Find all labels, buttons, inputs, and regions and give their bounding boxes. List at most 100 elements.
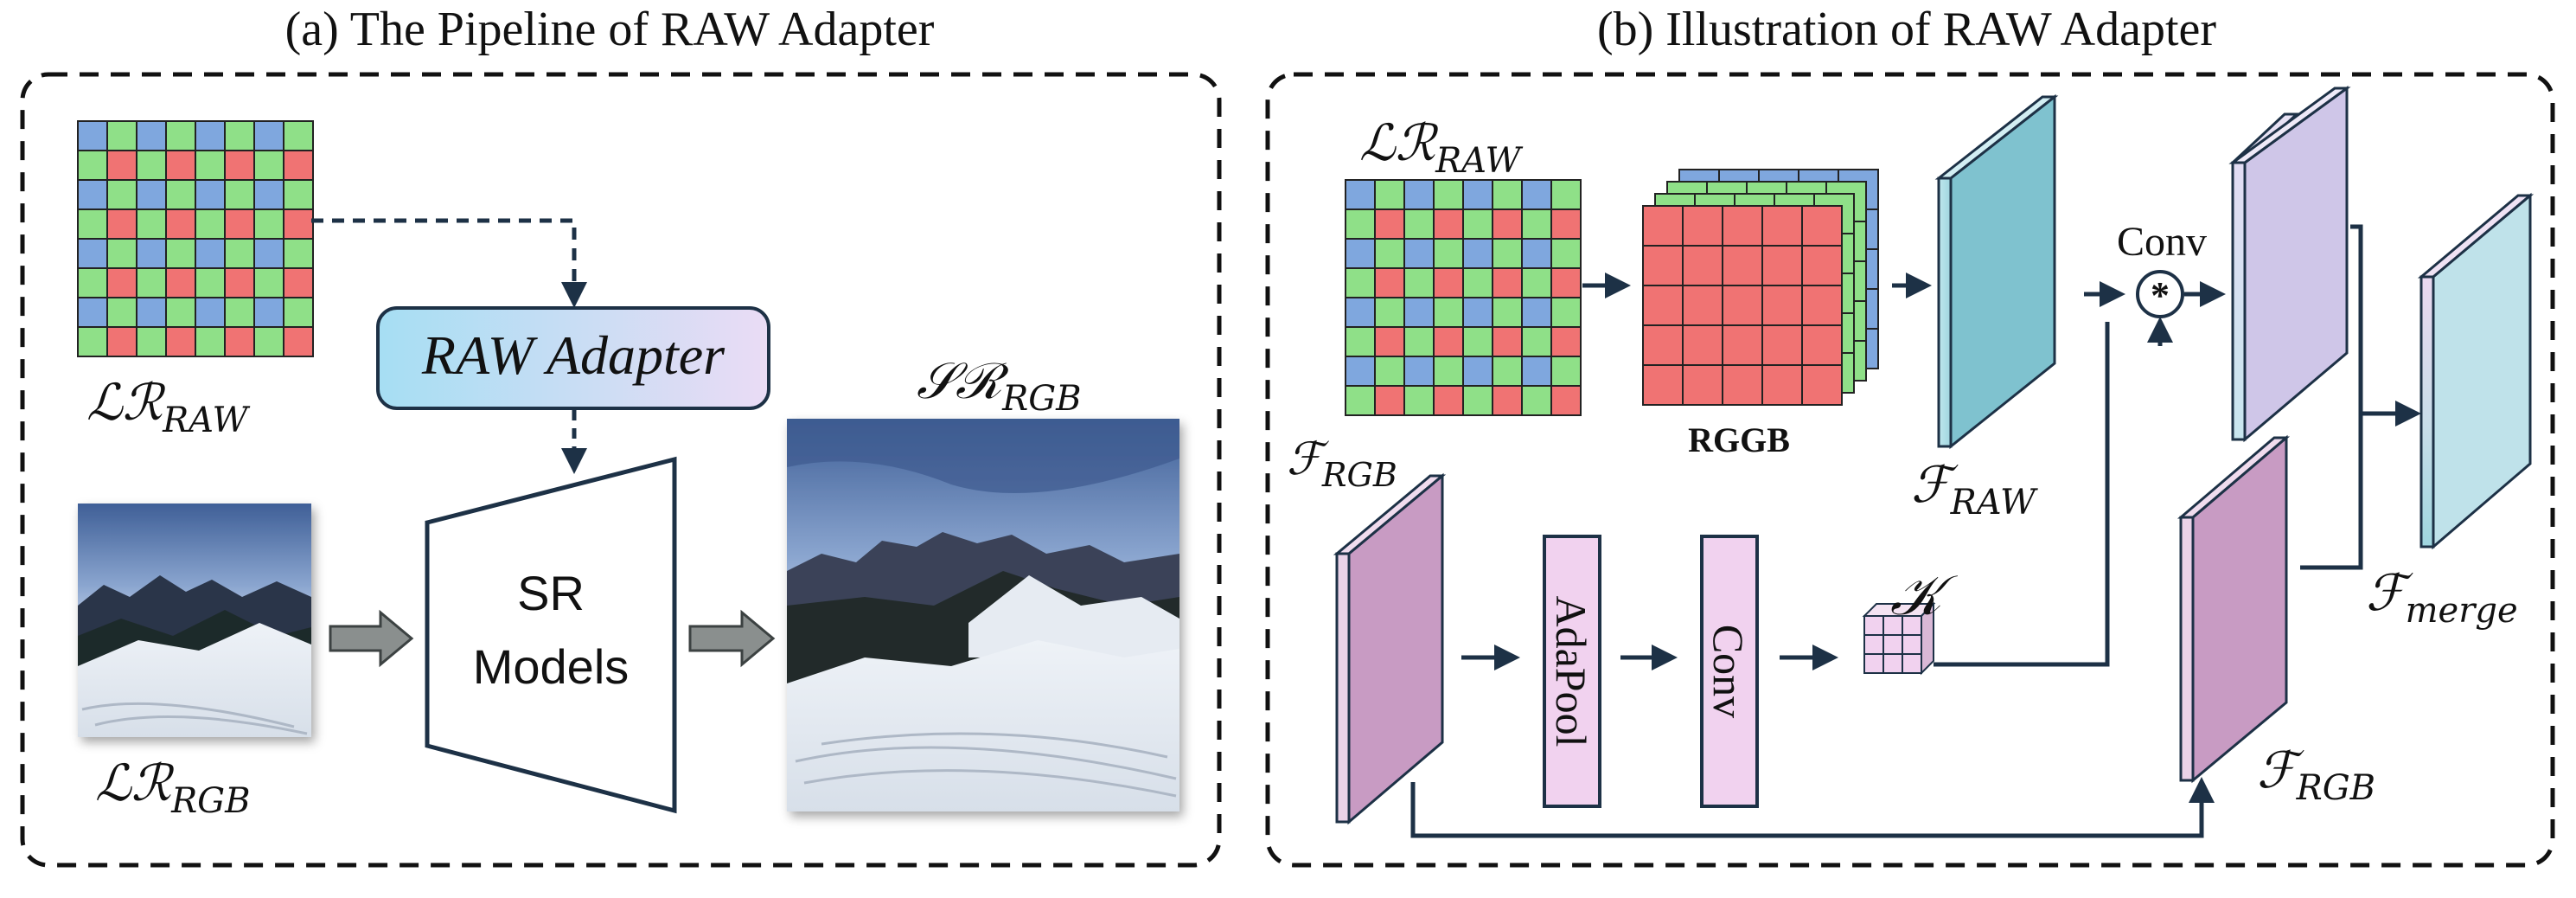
bayer-cell — [1521, 267, 1552, 298]
f-raw-feature — [1934, 93, 2059, 450]
bayer-cell — [1433, 326, 1464, 357]
f-merge-label: ℱmerge — [2366, 563, 2518, 631]
bayer-cell — [195, 208, 226, 240]
bayer-cell — [1521, 297, 1552, 328]
bayer-cell — [283, 297, 314, 328]
bayer-cell — [136, 267, 167, 298]
kernel-cube — [1862, 601, 1936, 676]
bayer-cell — [195, 179, 226, 210]
bayer-cell — [136, 208, 167, 240]
bayer-cell — [283, 179, 314, 210]
bayer-cell — [253, 326, 284, 357]
raw-to-adapter-arrow — [311, 218, 587, 308]
bayer-cell — [1462, 208, 1493, 240]
bayer-cell — [106, 120, 137, 151]
bayer-cell — [253, 297, 284, 328]
bayer-cell — [1550, 326, 1582, 357]
bayer-cell — [77, 150, 108, 181]
lower-to-merge-path — [2300, 414, 2363, 570]
bayer-cell — [136, 297, 167, 328]
bayer-cell — [1374, 385, 1405, 416]
bayer-cell — [1403, 297, 1435, 328]
bayer-cell — [283, 267, 314, 298]
bayer-cell — [1374, 179, 1405, 210]
bayer-cell — [165, 238, 196, 269]
panel-a-title: (a) The Pipeline of RAW Adapter — [285, 3, 935, 56]
conv-block — [1700, 535, 1759, 808]
bayer-cell — [1374, 297, 1405, 328]
bayer-cell — [1492, 356, 1523, 387]
bayer-cell — [1550, 267, 1582, 298]
bayer-cell — [1492, 267, 1523, 298]
sr-rgb-image — [787, 419, 1179, 811]
bayer-cell — [224, 267, 255, 298]
bayer-cell — [165, 179, 196, 210]
kernel-cell — [1902, 634, 1922, 655]
kernel-to-conv-path — [1934, 322, 2110, 667]
kernel-cell — [1863, 653, 1884, 674]
bayer-cell — [1403, 208, 1435, 240]
kernel-cell — [1882, 653, 1903, 674]
bayer-cell — [195, 150, 226, 181]
bayer-cell — [224, 208, 255, 240]
raw-adapter-label: RAW Adapter — [421, 324, 725, 386]
bayer-cell — [1403, 238, 1435, 269]
bayer-cell — [1462, 326, 1493, 357]
f-rgb-in-label: ℱRGB — [1287, 433, 1397, 494]
bayer-cell — [1492, 208, 1523, 240]
bayer-cell — [1433, 297, 1464, 328]
bayer-cell — [1403, 267, 1435, 298]
bayer-cell — [1433, 208, 1464, 240]
bayer-cell — [1462, 179, 1493, 210]
bayer-cell — [1345, 385, 1376, 416]
bayer-cell — [77, 120, 108, 151]
bayer-cell — [1550, 179, 1582, 210]
bayer-cell — [283, 150, 314, 181]
bayer-cell — [1433, 238, 1464, 269]
raw-bayer-grid-b — [1345, 179, 1582, 416]
bayer-cell — [1462, 238, 1493, 269]
f-rgb-out-label: ℱRGB — [2257, 741, 2375, 808]
bayer-cell — [165, 208, 196, 240]
bayer-cell — [106, 326, 137, 357]
bayer-cell — [1374, 208, 1405, 240]
sr-models-block — [425, 456, 677, 814]
bayer-cell — [1521, 356, 1552, 387]
lr-rgb-image — [78, 504, 311, 737]
bayer-cell — [1403, 356, 1435, 387]
bayer-cell — [283, 326, 314, 357]
bayer-cell — [165, 326, 196, 357]
bayer-cell — [1492, 179, 1523, 210]
panel-a-frame — [20, 72, 1222, 868]
bayer-cell — [1345, 238, 1376, 269]
bayer-cell — [224, 120, 255, 151]
bayer-cell — [1492, 326, 1523, 357]
bayer-cell — [1374, 267, 1405, 298]
bayer-cell — [195, 120, 226, 151]
bayer-cell — [1492, 385, 1523, 416]
bayer-cell — [136, 120, 167, 151]
bayer-cell — [136, 179, 167, 210]
bayer-cell — [1521, 179, 1552, 210]
upper-to-merge-path — [2350, 224, 2413, 416]
skip-connection-arrow — [1410, 777, 2215, 838]
panel-a-raw-label: ℒℛRAW — [86, 373, 250, 440]
conv-output-feature — [2228, 86, 2351, 443]
bayer-cell — [1492, 238, 1523, 269]
bayer-cell — [165, 297, 196, 328]
bayer-cell — [1345, 208, 1376, 240]
bayer-cell — [77, 238, 108, 269]
bayer-cell — [136, 238, 167, 269]
bayer-cell — [1462, 356, 1493, 387]
bayer-cell — [165, 267, 196, 298]
bayer-cell — [1374, 326, 1405, 357]
panel-b-title: (b) Illustration of RAW Adapter — [1597, 3, 2216, 56]
bayer-cell — [1345, 267, 1376, 298]
bayer-cell — [1345, 356, 1376, 387]
bayer-cell — [1521, 326, 1552, 357]
adapool-label: AdaPool — [1547, 596, 1595, 747]
kernel-cell — [1863, 615, 1884, 636]
panel-b-raw-label: ℒℛRAW — [1359, 113, 1523, 181]
bayer-cell — [1550, 238, 1582, 269]
bayer-cell — [195, 267, 226, 298]
